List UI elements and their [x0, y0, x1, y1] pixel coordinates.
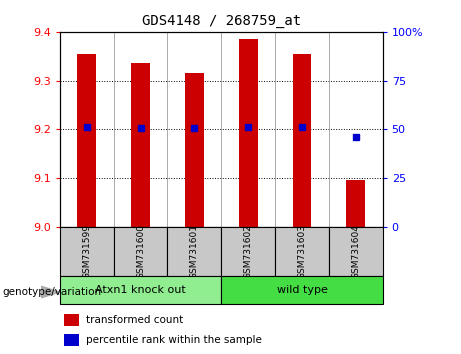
Bar [77, 54, 96, 227]
Bar [221, 227, 275, 276]
Polygon shape [41, 286, 60, 298]
Bar [293, 54, 311, 227]
Text: percentile rank within the sample: percentile rank within the sample [86, 335, 262, 345]
Text: GSM731600: GSM731600 [136, 224, 145, 279]
Bar [239, 39, 258, 227]
Title: GDS4148 / 268759_at: GDS4148 / 268759_at [142, 14, 301, 28]
Bar [60, 227, 114, 276]
Bar [329, 227, 383, 276]
Text: Atxn1 knock out: Atxn1 knock out [95, 285, 186, 295]
Text: genotype/variation: genotype/variation [2, 287, 101, 297]
Bar [64, 314, 79, 326]
Text: transformed count: transformed count [86, 315, 183, 325]
Bar [346, 180, 365, 227]
Bar [167, 227, 221, 276]
Text: wild type: wild type [277, 285, 327, 295]
Bar [221, 276, 383, 304]
Text: GSM731603: GSM731603 [297, 224, 307, 279]
Text: GSM731601: GSM731601 [190, 224, 199, 279]
Text: GSM731602: GSM731602 [244, 224, 253, 279]
Bar [60, 276, 221, 304]
Bar [275, 227, 329, 276]
Bar [114, 227, 167, 276]
Bar [185, 73, 204, 227]
Text: GSM731604: GSM731604 [351, 224, 360, 279]
Bar [64, 334, 79, 346]
Bar [131, 63, 150, 227]
Text: GSM731599: GSM731599 [83, 224, 91, 279]
